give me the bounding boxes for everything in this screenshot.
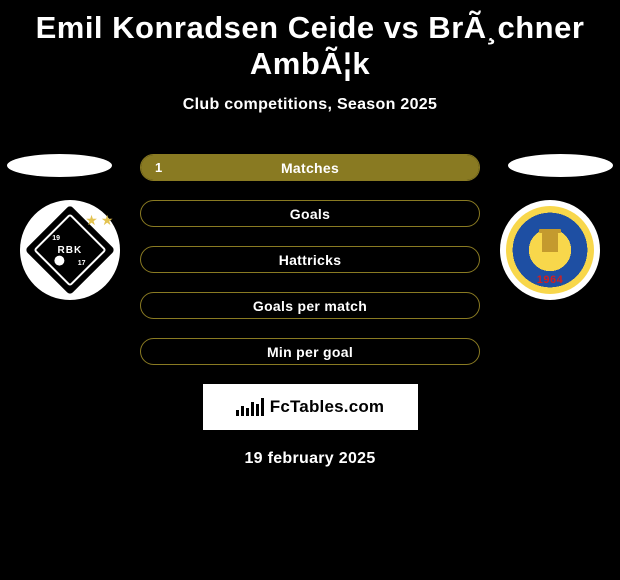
stat-bars: 1 Matches Goals Hattricks Goals per match Min… [140,154,480,365]
chart-icon-bar [236,410,239,416]
brondby-crest-center [530,230,570,270]
chart-icon-bar [251,402,254,416]
ball-icon [54,256,64,266]
date-text: 19 february 2025 [0,450,620,468]
club-badge-right: 1964 [500,200,600,300]
page-title: Emil Konradsen Ceide vs BrÃ¸chner AmbÃ¦k [0,0,620,82]
star-icon: ★★ [85,212,113,229]
brondby-crest: 1964 [506,206,594,294]
rbk-abbrev: RBK [58,244,83,255]
stat-bar-label: Matches [281,160,339,176]
stat-bar-label: Min per goal [267,344,353,360]
rbk-year-left: 19 [52,235,60,242]
chart-icon-bar [256,404,259,416]
brondby-year: 1964 [537,274,563,286]
stat-bar: Goals per match [140,292,480,319]
chart-icon-bar [261,398,264,416]
player-marker-left [7,154,112,177]
branding-text: FcTables.com [270,397,385,417]
subtitle: Club competitions, Season 2025 [0,96,620,114]
stat-bar: Min per goal [140,338,480,365]
player-marker-right [508,154,613,177]
stat-bar: Goals [140,200,480,227]
chart-icon-bar [241,406,244,416]
stat-bar-value-left: 1 [155,160,162,175]
stat-bar: 1 Matches [140,154,480,181]
comparison-panel: ★★ 19 RBK 17 1964 1 Matches Goals Hattricks… [0,154,620,468]
stat-bar-label: Hattricks [279,252,342,268]
club-badge-left: ★★ 19 RBK 17 [20,200,120,300]
stat-bar-label: Goals [290,206,330,222]
rbk-crest: ★★ 19 RBK 17 [25,205,116,296]
tower-icon [542,232,558,252]
bar-chart-icon [236,398,264,416]
stat-bar-label: Goals per match [253,298,367,314]
branding-box: FcTables.com [203,384,418,430]
chart-icon-bar [246,408,249,416]
stat-bar: Hattricks [140,246,480,273]
rbk-year-right: 17 [78,260,86,267]
